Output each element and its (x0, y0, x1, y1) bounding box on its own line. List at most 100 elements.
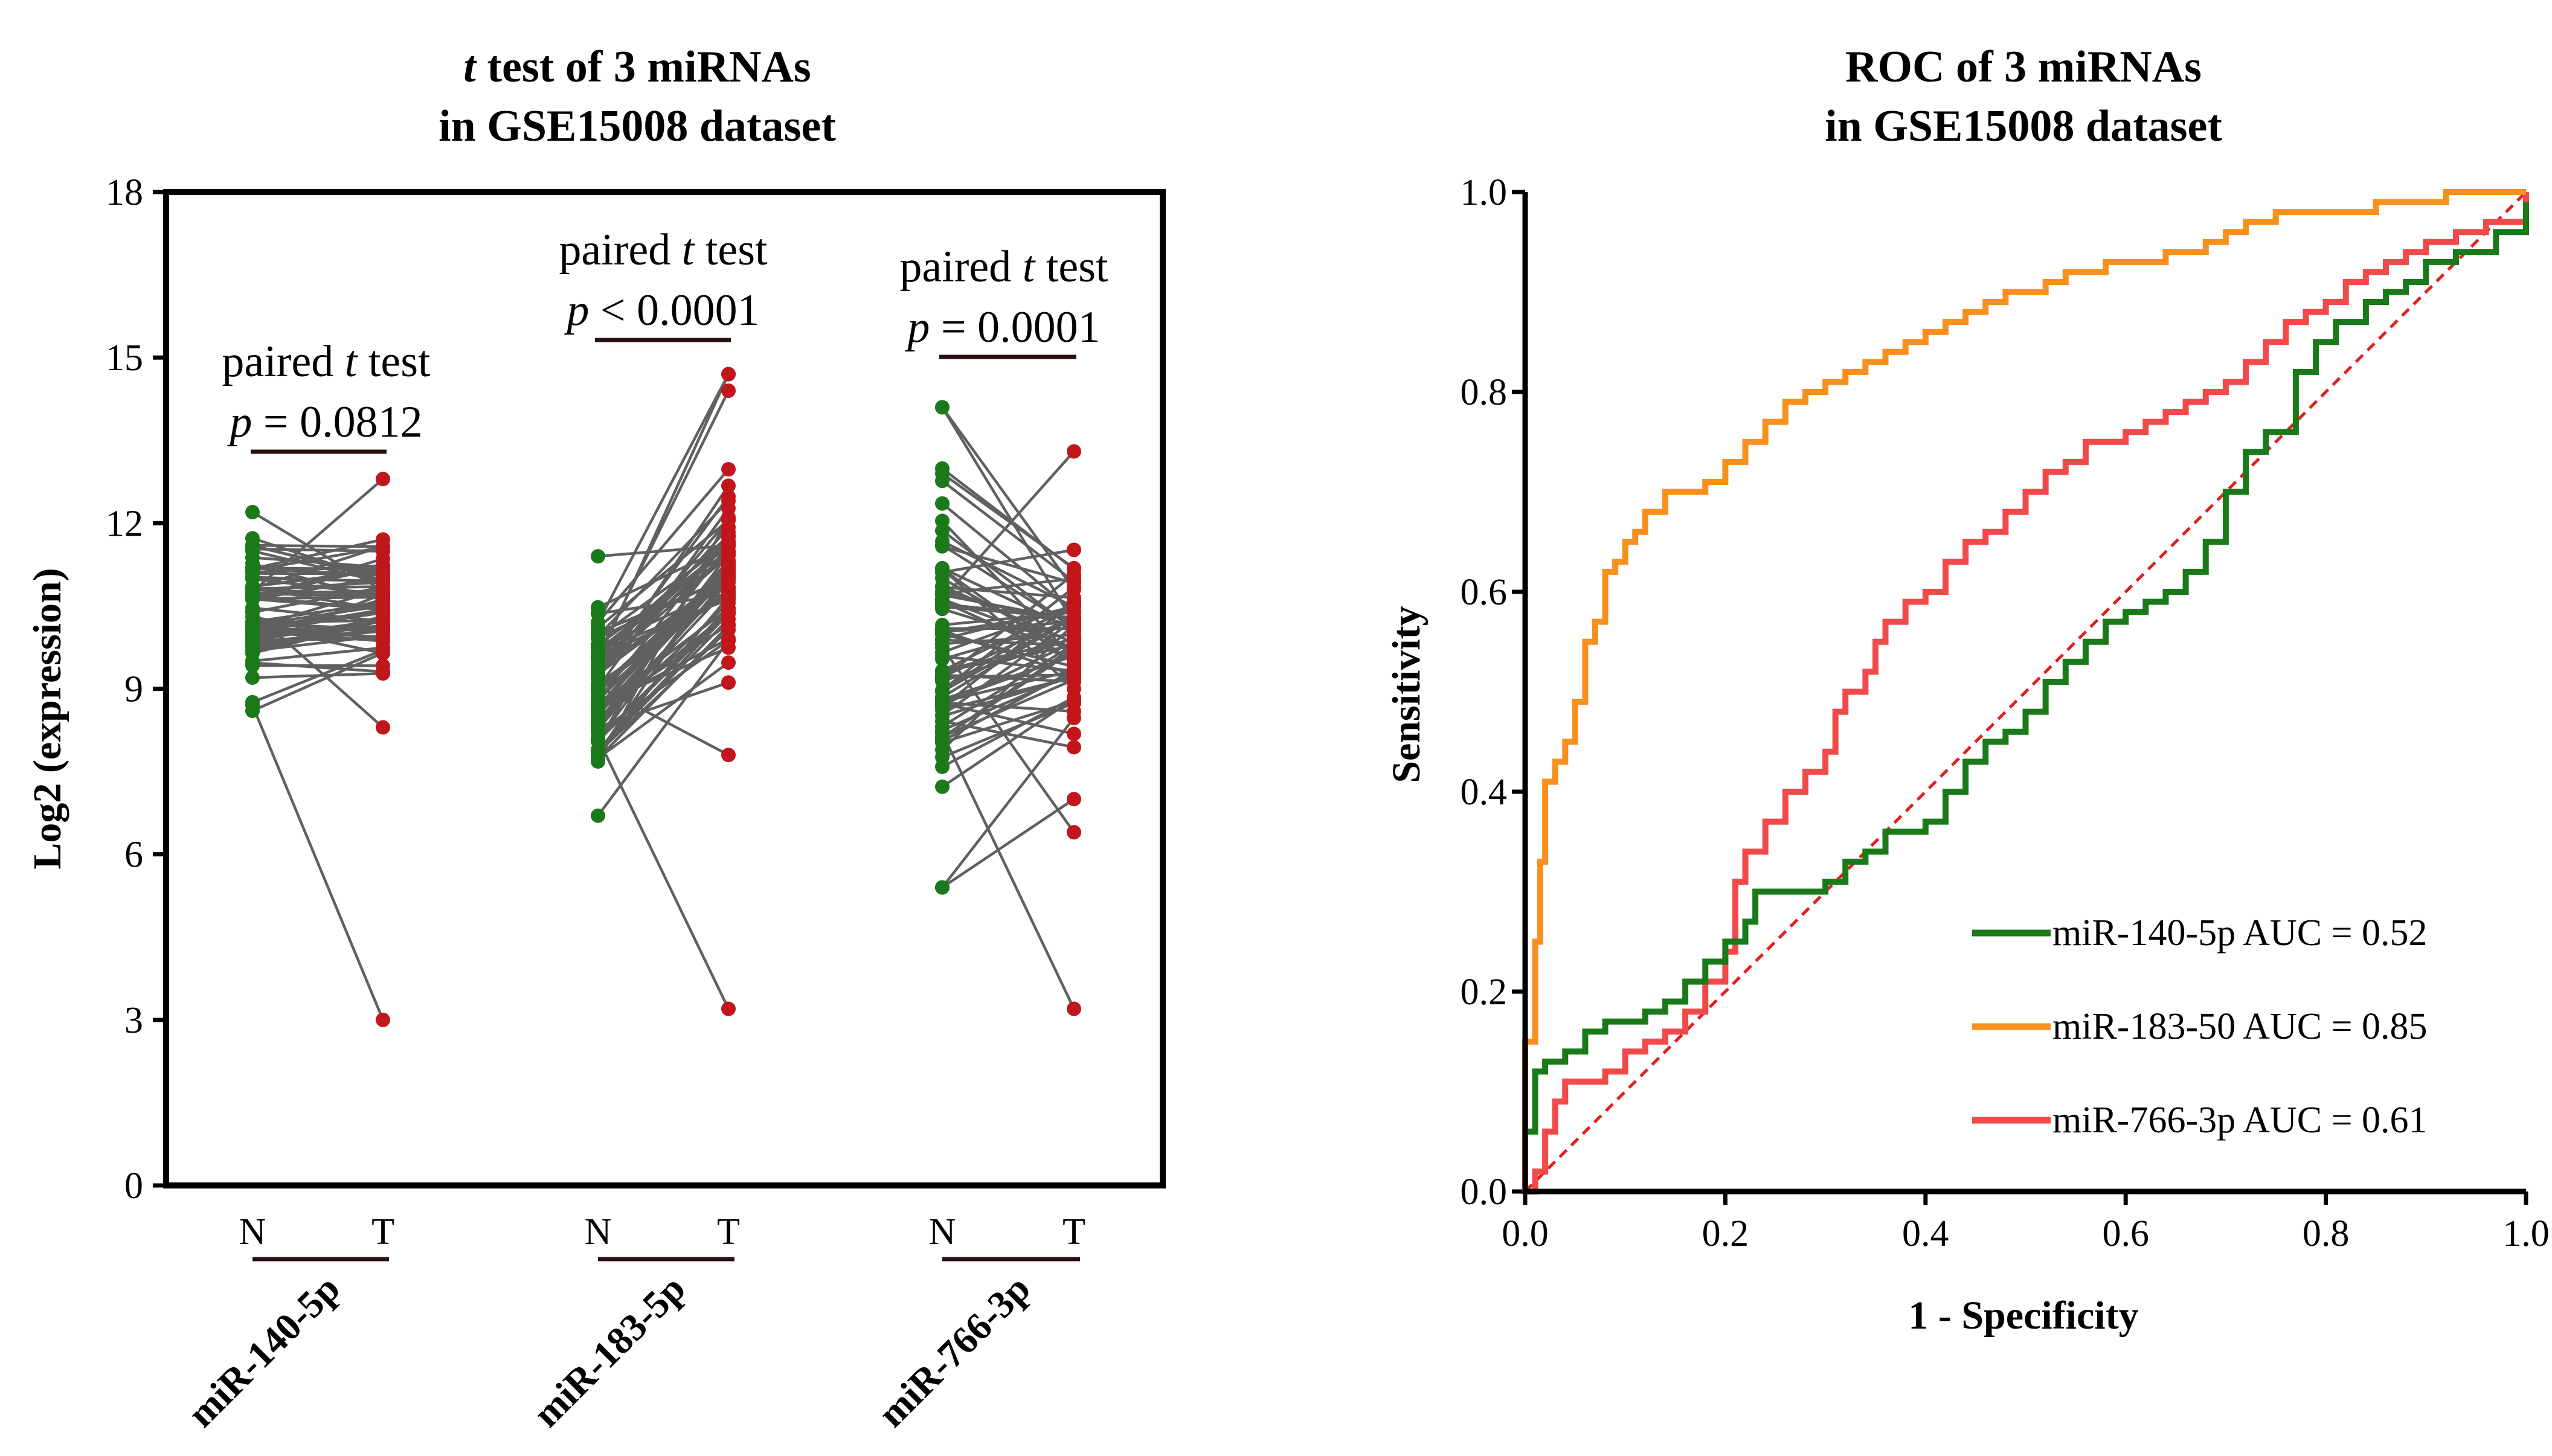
left-y-ticks: 0 3 6 9 12 15 18 (106, 172, 166, 1207)
tumor-point (1067, 598, 1081, 613)
paired-line (597, 618, 730, 752)
annotation-p-2-value: < 0.0001 (589, 286, 759, 335)
tumor-point (721, 367, 736, 382)
tumor-point (721, 530, 736, 545)
annotation-group-2: paired t test p < 0.0001 (559, 225, 768, 342)
normal-point (935, 663, 950, 678)
normal-point (591, 717, 605, 732)
paired-line (596, 737, 730, 1010)
paired-line (252, 566, 384, 571)
annotation-p-1: p = 0.0812 (227, 397, 422, 447)
paired-line (597, 536, 730, 656)
normal-point (935, 708, 950, 723)
roc-y-tick-label: 0.6 (1461, 572, 1508, 613)
roc-y-axis-label: Sensitivity (1384, 606, 1429, 783)
left-y-tick-label: 3 (124, 1000, 143, 1041)
left-y-tick-label: 18 (106, 172, 143, 213)
annotation-test-3-suffix: test (1035, 242, 1108, 292)
paired-line (942, 585, 1075, 644)
paired-line (597, 589, 730, 689)
tumor-point (721, 617, 736, 632)
roc-axes (1522, 192, 2526, 1195)
normal-point (591, 549, 605, 564)
paired-line (942, 611, 1075, 627)
normal-point (245, 531, 260, 546)
normal-point (591, 808, 605, 823)
paired-line (942, 620, 1075, 633)
normal-point (935, 649, 950, 664)
group-name-label: miR-766-3p (870, 1267, 1038, 1435)
roc-curve-miR-140-5p (1522, 202, 2529, 1191)
tumor-point (376, 1012, 390, 1027)
tumor-point (1067, 560, 1081, 576)
paired-line (941, 717, 1075, 888)
roc-x-tick-label: 0.2 (1702, 1213, 1749, 1254)
paired-line (941, 698, 1075, 788)
group-name-label: miR-140-5p (179, 1267, 348, 1435)
paired-line (252, 629, 384, 647)
group-label-normal: N (585, 1211, 612, 1252)
paired-line (597, 373, 730, 623)
group-label-normal: N (239, 1211, 266, 1252)
paired-line (597, 574, 730, 672)
normal-point (935, 537, 950, 553)
normal-point (935, 496, 950, 511)
normal-point (591, 699, 605, 714)
paired-line (941, 502, 1075, 614)
annotation-test-3: paired t test (899, 242, 1108, 292)
normal-point (935, 637, 950, 652)
tumor-point (721, 493, 736, 508)
paired-line (252, 617, 384, 652)
paired-line (252, 538, 384, 571)
paired-line (941, 669, 1075, 743)
right-title-line1: ROC of 3 miRNAs (1845, 42, 2202, 92)
normal-point (591, 743, 605, 758)
normal-point (245, 541, 260, 556)
roc-legend: miR-140-5p AUC = 0.52 miR-183-50 AUC = 0.… (1972, 912, 2428, 1141)
roc-y-tick-label: 0.8 (1461, 372, 1508, 413)
paired-line (252, 672, 384, 679)
paired-line (942, 637, 1075, 683)
paired-line (252, 556, 384, 569)
annotation-p-3: p = 0.0001 (904, 303, 1100, 352)
tumor-point (721, 557, 736, 572)
paired-line (942, 654, 1075, 701)
left-y-tick-label: 15 (106, 338, 143, 379)
annotation-test-1-suffix: test (357, 337, 431, 386)
tumor-point (1067, 631, 1081, 646)
roc-x-tick-label: 1.0 (2502, 1213, 2550, 1254)
tumor-point (1067, 1001, 1081, 1016)
paired-line (941, 406, 1075, 591)
annotation-test-3-prefix: paired (899, 242, 1022, 292)
group-label-tumor: T (371, 1211, 394, 1252)
tumor-point (1067, 672, 1081, 687)
tumor-point (1067, 542, 1081, 557)
tumor-point (376, 646, 390, 661)
paired-line (942, 719, 1075, 749)
roc-y-tick-label: 0.0 (1461, 1172, 1508, 1213)
annotation-p-2-italic: p (564, 286, 589, 335)
tumor-point (721, 462, 736, 477)
annotation-group-1: paired t test p = 0.0812 (222, 337, 431, 454)
normal-point (245, 670, 260, 685)
tumor-point (721, 478, 736, 493)
normal-point (591, 615, 605, 630)
tumor-point (721, 587, 736, 602)
tumor-point (1067, 740, 1081, 755)
annotation-p-3-italic: p (904, 303, 930, 352)
paired-line (942, 699, 1075, 744)
roc-curve-miR-183-50 (1522, 189, 2526, 1191)
group-label-normal: N (929, 1211, 956, 1252)
roc-x-tick-label: 0.4 (1902, 1213, 1949, 1254)
paired-line (597, 661, 730, 760)
tumor-point (721, 568, 736, 583)
roc-y-tick-label: 1.0 (1461, 172, 1508, 213)
normal-point (935, 749, 950, 765)
paired-line (942, 600, 1075, 662)
tumor-point (376, 472, 390, 487)
tumor-point (721, 1001, 736, 1016)
paired-line (941, 798, 1075, 889)
paired-line (597, 560, 730, 708)
legend-label: miR-140-5p AUC = 0.52 (2052, 912, 2428, 954)
right-title-line2: in GSE15008 dataset (1825, 101, 2222, 151)
